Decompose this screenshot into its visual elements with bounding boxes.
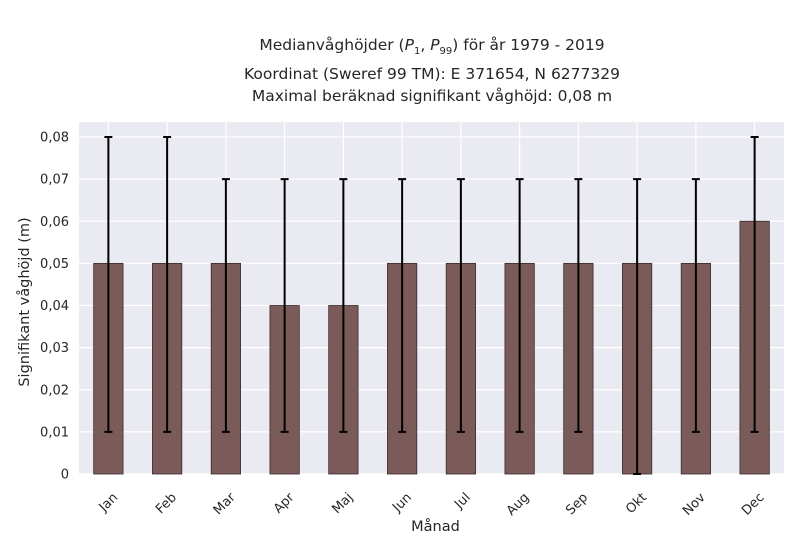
plot-area bbox=[79, 122, 784, 474]
title-line-1: Medianvåghöjder (P1, P99) för år 1979 - … bbox=[259, 36, 605, 58]
x-tick-label: Feb bbox=[153, 490, 180, 517]
error-bar-jun bbox=[398, 178, 407, 433]
error-bar-aug bbox=[515, 178, 524, 433]
x-tick-label: Jun bbox=[389, 490, 415, 516]
x-tick-label: Mar bbox=[211, 490, 239, 518]
x-tick-label: Jan bbox=[96, 490, 121, 515]
error-bar-maj bbox=[339, 178, 348, 433]
y-tick-label: 0,07 bbox=[40, 173, 69, 188]
x-tick-label: Jul bbox=[451, 490, 473, 512]
title-line-2: Koordinat (Sweref 99 TM): E 371654, N 62… bbox=[244, 65, 620, 84]
y-tick-label: 0,01 bbox=[40, 425, 69, 440]
y-tick-label: 0,02 bbox=[40, 383, 69, 398]
chart-title: Medianvåghöjder (P1, P99) för år 1979 - … bbox=[32, 34, 800, 107]
y-axis-ticks: 0 0,01 0,02 0,03 0,04 0,05 0,06 0,07 0,08 bbox=[40, 131, 69, 483]
y-tick-label: 0,08 bbox=[40, 131, 69, 146]
x-tick-label: Nov bbox=[680, 490, 709, 519]
x-tick-label: Apr bbox=[271, 490, 298, 517]
error-bar-feb bbox=[163, 136, 172, 433]
y-tick-label: 0,05 bbox=[40, 257, 69, 272]
x-axis-ticks: Jan Feb Mar Apr Maj Jun Jul Aug Sep Okt Nov Dec bbox=[96, 490, 768, 519]
error-bar-okt bbox=[633, 178, 642, 475]
x-tick-label: Sep bbox=[563, 490, 591, 518]
error-bar-dec bbox=[750, 136, 759, 433]
error-bars bbox=[104, 136, 759, 475]
y-tick-label: 0,03 bbox=[40, 341, 69, 356]
x-axis-label: Månad bbox=[411, 518, 460, 535]
x-tick-label: Okt bbox=[623, 490, 650, 517]
y-axis-label: Signifikant våghöjd (m) bbox=[16, 217, 33, 386]
error-bar-jul bbox=[456, 178, 465, 433]
x-tick-label: Aug bbox=[504, 490, 533, 519]
x-tick-label: Maj bbox=[329, 490, 356, 517]
error-bar-jan bbox=[104, 136, 113, 433]
y-tick-label: 0,04 bbox=[40, 299, 69, 314]
y-tick-label: 0,06 bbox=[40, 215, 69, 230]
error-bar-sep bbox=[574, 178, 583, 433]
x-tick-label: Dec bbox=[739, 490, 767, 518]
error-bar-apr bbox=[280, 178, 289, 433]
y-tick-label: 0 bbox=[61, 468, 69, 483]
error-bar-mar bbox=[221, 178, 230, 433]
title-line-3: Maximal beräknad signifikant våghöjd: 0,… bbox=[251, 87, 613, 106]
error-bar-nov bbox=[691, 178, 700, 433]
